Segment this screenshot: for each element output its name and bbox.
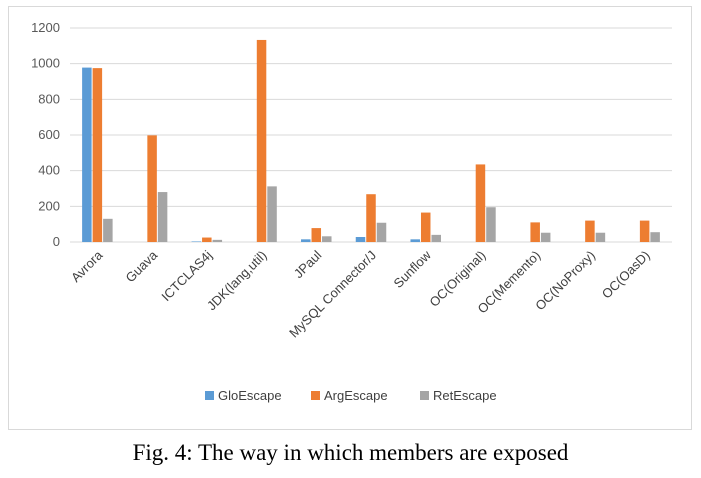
bar-gloescape: [410, 239, 420, 242]
bar-argescape: [202, 237, 212, 242]
y-tick-label: 0: [53, 234, 60, 249]
legend-swatch-gloescape: [205, 391, 214, 400]
bar-retescape: [212, 239, 223, 242]
x-tick-label: Guava: [123, 247, 161, 285]
bar-retescape: [103, 218, 113, 242]
y-tick-label: 200: [38, 198, 60, 213]
bar-retescape: [650, 232, 660, 242]
bar-gloescape: [355, 237, 366, 242]
y-tick-label: 600: [38, 127, 60, 142]
bar-argescape: [530, 222, 540, 242]
x-tick-label: JPaul: [291, 247, 325, 281]
y-tick-label: 800: [38, 91, 60, 106]
x-tick-label: OC(OasD): [599, 248, 653, 302]
x-tick-label: ICTCLAS4j: [158, 247, 215, 304]
y-tick-label: 400: [38, 163, 60, 178]
bar-argescape: [147, 135, 157, 242]
bar-retescape: [157, 192, 168, 242]
bar-gloescape: [191, 241, 202, 242]
legend-label-argescape: ArgEscape: [324, 388, 388, 403]
legend-label-retescape: RetEscape: [433, 388, 497, 403]
y-tick-label: 1200: [31, 20, 60, 35]
bar-argescape: [475, 164, 486, 242]
bar-argescape: [311, 228, 322, 242]
legend-swatch-argescape: [311, 391, 320, 400]
x-tick-label: Avrora: [68, 247, 106, 285]
x-tick-label: Sunflow: [391, 247, 435, 291]
y-tick-label: 1000: [31, 56, 60, 71]
bar-retescape: [322, 236, 332, 242]
bar-argescape: [639, 220, 650, 242]
bar-argescape: [420, 212, 431, 242]
bar-gloescape: [82, 67, 92, 242]
bar-retescape: [595, 232, 606, 242]
bar-argescape: [585, 220, 595, 242]
bar-gloescape: [301, 239, 311, 242]
chart-frame: [8, 6, 692, 430]
bar-retescape: [486, 207, 496, 242]
bar-retescape: [267, 186, 277, 242]
legend-label-gloescape: GloEscape: [218, 388, 282, 403]
bar-argescape: [366, 194, 376, 242]
bar-argescape: [92, 68, 103, 242]
legend-swatch-retescape: [420, 391, 429, 400]
figure-caption: Fig. 4: The way in which members are exp…: [132, 440, 569, 465]
bar-retescape: [540, 232, 551, 242]
bar-retescape: [431, 234, 441, 242]
bar-retescape: [376, 222, 387, 242]
bar-argescape: [256, 39, 267, 242]
